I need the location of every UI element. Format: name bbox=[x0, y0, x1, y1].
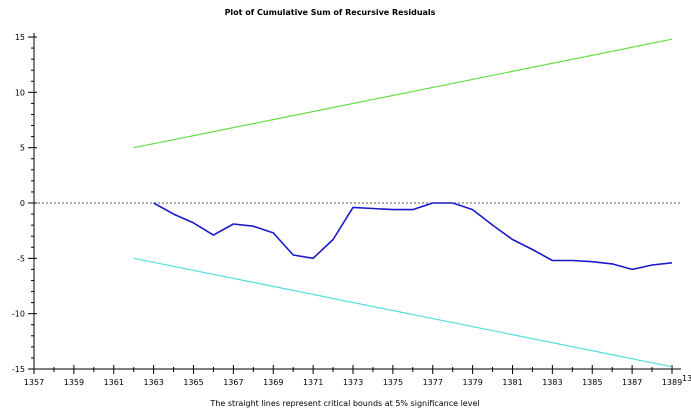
x-tick-label: 1365 bbox=[183, 378, 203, 387]
x-tick-label: 1375 bbox=[383, 378, 403, 387]
chart-caption: The straight lines represent critical bo… bbox=[209, 399, 479, 408]
x-tick-label: 1359 bbox=[64, 378, 84, 387]
plot-area: -15 -10 -5 0 5 10 15 1357 1359 1361 1363 1365 1367 13… bbox=[12, 33, 691, 387]
lower-bound-line bbox=[133, 257, 673, 368]
x-tick-label: 1369 bbox=[263, 378, 283, 387]
cusum-line bbox=[153, 202, 673, 271]
x-tick-label: 1371 bbox=[303, 378, 323, 387]
x-tick-label: 1367 bbox=[223, 378, 243, 387]
x-tick-label: 1357 bbox=[24, 378, 44, 387]
x-tick-label: 1363 bbox=[143, 378, 163, 387]
x-tick-label: 1385 bbox=[582, 378, 602, 387]
x-tick-label: 1387 bbox=[622, 378, 642, 387]
x-tick-label: 1377 bbox=[423, 378, 443, 387]
x-tick-label-partial: 13 bbox=[682, 374, 691, 383]
x-tick-label: 1383 bbox=[542, 378, 562, 387]
upper-bound-line bbox=[133, 38, 673, 149]
y-tick-label: -5 bbox=[17, 254, 25, 263]
chart-title: Plot of Cumulative Sum of Recursive Resi… bbox=[225, 8, 436, 17]
y-tick-label: 10 bbox=[15, 88, 25, 97]
x-tick-label: 1389 bbox=[662, 378, 682, 387]
x-tick-label: 1379 bbox=[462, 378, 482, 387]
x-tick-label: 1381 bbox=[502, 378, 522, 387]
y-tick-label: -10 bbox=[12, 310, 25, 319]
x-tick-label: 1361 bbox=[104, 378, 124, 387]
x-tick-label: 1373 bbox=[343, 378, 363, 387]
y-tick-label: -15 bbox=[12, 365, 25, 374]
y-tick-label: 0 bbox=[20, 199, 25, 208]
y-tick-label: 5 bbox=[20, 144, 25, 153]
y-tick-label: 15 bbox=[15, 33, 25, 42]
